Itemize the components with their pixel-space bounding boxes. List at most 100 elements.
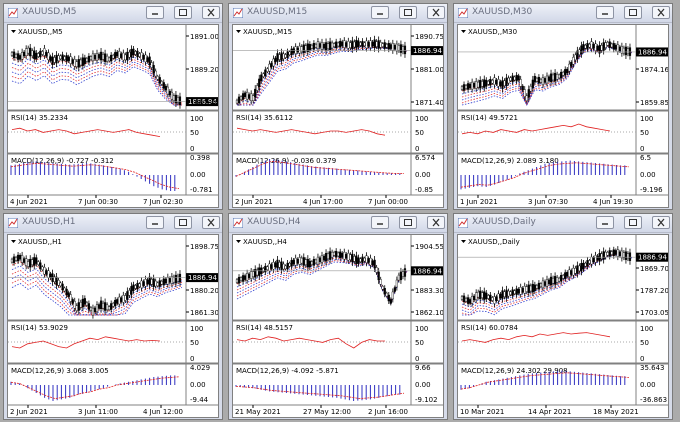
candle-body [487,81,490,85]
window-titlebar[interactable]: XAUUSD,H1 [4,214,222,233]
candle-body [339,251,342,259]
maximize-button[interactable] [399,6,417,19]
candle-body [578,49,581,55]
candle-body [353,41,356,48]
candle-body [331,42,334,49]
candle-body [523,89,526,97]
minimize-button[interactable] [371,216,389,229]
close-button[interactable] [652,216,670,229]
candle-body [527,89,530,98]
candle-body [471,81,474,90]
chart-window[interactable]: XAUUSD,M15 XAUUSD,,M15 1886.94 1890.75 1881.… [228,3,448,210]
rsi-scale-label: 0 [640,145,644,153]
candle-body [63,56,66,60]
minimize-icon [602,13,608,15]
candle-body [144,54,147,63]
candle-body [347,252,350,261]
time-axis-label: 2 Jun 16:00 [368,408,408,416]
candle-body [136,282,139,290]
price-scale-label: 1880.20 [190,287,218,295]
minimize-button[interactable] [596,6,614,19]
time-axis-label: 3 Jun 11:00 [78,408,118,416]
candle-body [359,42,362,46]
candle-body [152,65,155,74]
candle-body [523,285,526,294]
candle-body [268,63,271,72]
candle-body [241,93,245,100]
candle-body [525,95,528,101]
candle-body [511,289,514,296]
minimize-button[interactable] [146,216,164,229]
chart-window[interactable]: XAUUSD,M5 XAUUSD,,M5 1886.94 1891.00 1889.20… [3,3,223,210]
candle-body [387,42,390,50]
minimize-button[interactable] [596,216,614,229]
candle-body [535,285,538,289]
close-button[interactable] [202,216,220,229]
time-axis-label: 4 Jun 2021 [10,198,48,206]
maximize-button[interactable] [399,216,417,229]
candle-body [103,302,107,311]
candle-body [69,56,72,64]
rsi-label: RSI(14) 35.2334 [11,114,68,122]
minimize-button[interactable] [371,6,389,19]
candle-body [462,84,466,91]
candle-body [166,86,169,95]
close-button[interactable] [427,216,445,229]
time-axis-label: 27 May 12:00 [303,408,351,416]
chart-area[interactable]: XAUUSD,,H4 1886.94 1904.55 1883.30 1862.10 RS… [232,234,444,418]
candle-body [237,276,241,284]
macd-signal-line [10,376,180,400]
maximize-button[interactable] [174,216,192,229]
candle-body [77,59,80,68]
candle-body [626,48,630,54]
window-titlebar[interactable]: XAUUSD,M15 [229,4,447,23]
chart-window[interactable]: XAUUSD,H1 XAUUSD,,H1 1886.94 1898.75 1880.20… [3,213,223,420]
candle-body [460,86,464,90]
candle-body [302,257,305,266]
chart-area[interactable]: XAUUSD,,M5 1886.94 1891.00 1889.20 1887.40 RS… [7,24,219,208]
candle-body [132,284,135,291]
macd-scale-label: 6.5 [640,154,651,162]
candle-body [507,77,510,84]
candle-body [35,52,38,60]
chart-window[interactable]: XAUUSD,M30 XAUUSD,,M30 1886.94 1874.16 1859.… [453,3,673,210]
chart-area[interactable]: XAUUSD,,M15 1886.94 1890.75 1881.00 1871.40 R… [232,24,444,208]
candle-body [134,51,137,55]
chart-window[interactable]: XAUUSD,H4 XAUUSD,,H4 1886.94 1904.55 1883.30… [228,213,448,420]
maximize-icon [179,219,187,226]
chart-area[interactable]: XAUUSD,,H1 1886.94 1898.75 1880.20 1861.30 RS… [7,234,219,418]
candle-body [83,298,86,305]
candle-body [314,43,318,48]
candle-body [45,270,48,275]
candle-body [116,299,119,304]
minimize-button[interactable] [146,6,164,19]
maximize-button[interactable] [624,6,642,19]
candle-body [146,279,149,285]
candle-body [586,42,589,50]
candle-body [379,279,382,285]
candle-body [551,74,555,81]
price-marker [636,47,668,57]
window-titlebar[interactable]: XAUUSD,Daily [454,214,672,233]
candle-body [381,286,384,290]
candle-body [276,53,279,62]
close-button[interactable] [202,6,220,19]
chart-window[interactable]: XAUUSD,Daily XAUUSD,,Daily 1886.94 1869.70 1… [453,213,673,420]
window-titlebar[interactable]: XAUUSD,M5 [4,4,222,23]
candle-body [515,74,518,82]
maximize-button[interactable] [174,6,192,19]
candle-body [497,79,500,87]
candle-body [262,268,265,272]
window-titlebar[interactable]: XAUUSD,M30 [454,4,672,23]
candle-body [37,53,40,57]
window-titlebar[interactable]: XAUUSD,H4 [229,214,447,233]
close-button[interactable] [427,6,445,19]
chart-area[interactable]: XAUUSD,,M30 1886.94 1874.16 1859.85 RSI(14) … [457,24,669,208]
macd-scale-label: 9.66 [415,364,431,372]
maximize-button[interactable] [624,216,642,229]
candle-body [158,77,161,84]
close-button[interactable] [652,6,670,19]
candle-body [393,45,396,50]
chart-area[interactable]: XAUUSD,,Daily 1886.94 1869.70 1787.20 1703.0… [457,234,669,418]
window-title: XAUUSD,M15 [247,7,308,17]
